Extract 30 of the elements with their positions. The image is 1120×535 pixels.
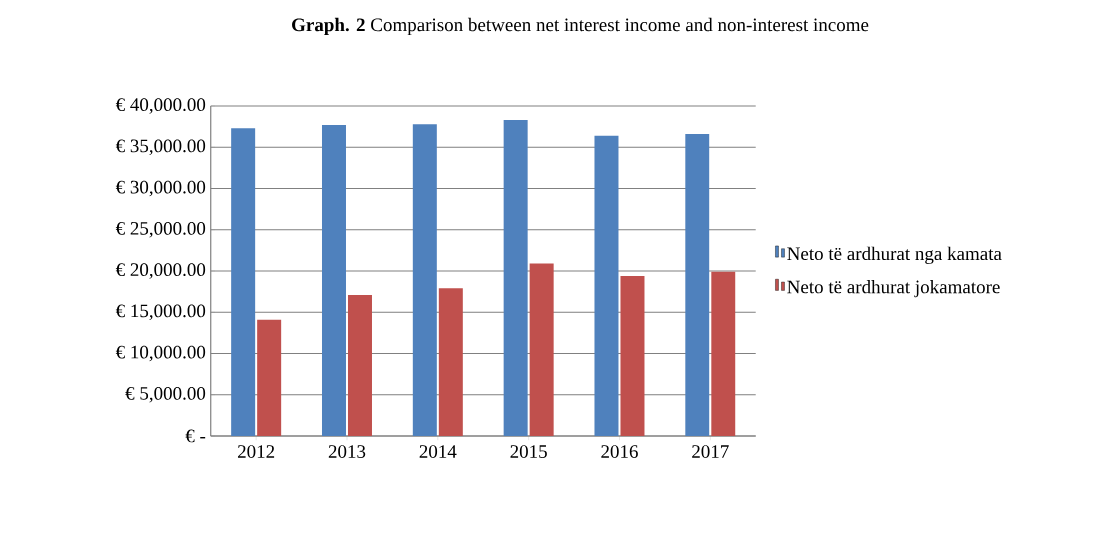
legend-label: Neto të ardhurat nga kamata [787, 246, 1002, 264]
bar [594, 135, 619, 436]
bar [231, 128, 256, 436]
bar [503, 120, 528, 436]
y-tick-label: € 20,000.00 [115, 263, 206, 279]
y-tick-label: € - [185, 429, 206, 443]
bar [347, 294, 372, 436]
bar [685, 134, 710, 436]
bar [438, 288, 463, 436]
bar [711, 271, 736, 436]
legend-label: Neto të ardhurat jokamatore [787, 280, 1000, 298]
x-tick-label: 2013 [328, 445, 366, 458]
x-tick-label: 2014 [419, 445, 457, 458]
chart-title: Graph. 2 Comparison between net interest income and non-interest income [292, 17, 869, 36]
y-tick-label: € 30,000.00 [115, 180, 206, 197]
y-tick-label: € 15,000.00 [115, 304, 206, 321]
bar [620, 275, 645, 436]
x-tick-label: 2015 [510, 445, 547, 458]
x-tick-label: 2016 [601, 445, 638, 458]
x-tick-label: 2012 [237, 445, 275, 458]
bar [321, 124, 346, 436]
x-tick-label: 2017 [692, 445, 729, 458]
bar [529, 263, 554, 436]
bar [412, 124, 437, 436]
bar [257, 319, 282, 436]
y-tick-label: € 40,000.00 [115, 98, 206, 114]
y-tick-label: € 35,000.00 [115, 139, 206, 156]
y-tick-label: € 25,000.00 [115, 221, 206, 238]
y-tick-label: € 5,000.00 [125, 386, 206, 403]
y-tick-label: € 10,000.00 [115, 345, 206, 362]
